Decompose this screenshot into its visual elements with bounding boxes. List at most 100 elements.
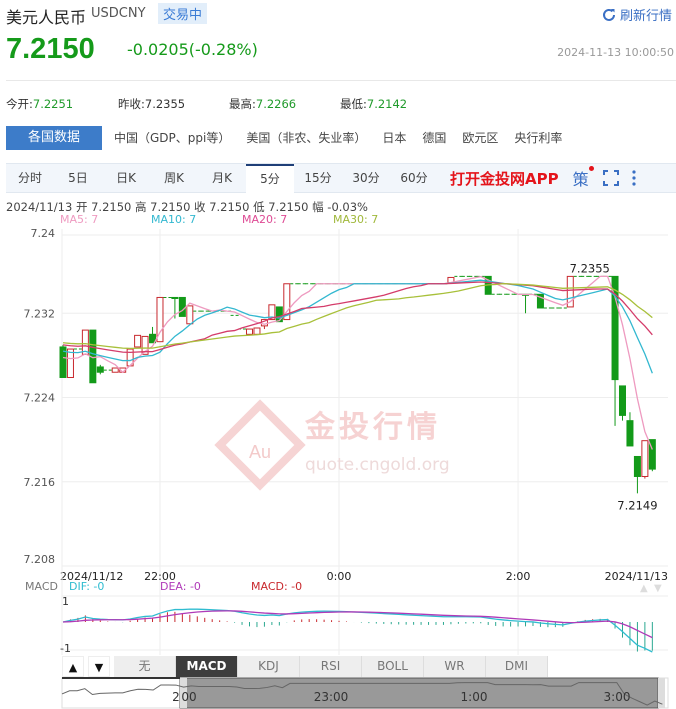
tab-country-data[interactable]: 各国数据 <box>6 126 102 150</box>
more-icon[interactable] <box>631 170 637 186</box>
instrument-name: 美元人民币 <box>6 8 87 27</box>
tab-central-bank-rates[interactable]: 央行利率 <box>514 131 563 145</box>
y-tick-label: 7.232 <box>24 307 56 320</box>
price-annotation: 7.2355 <box>570 261 610 275</box>
candle-up <box>156 296 164 343</box>
fullscreen-icon[interactable] <box>602 170 619 186</box>
tab-germany[interactable]: 德国 <box>422 131 447 145</box>
y-tick-label: 7.224 <box>24 392 56 405</box>
arrow-down-button[interactable]: ▼ <box>88 656 110 677</box>
candle-info: 2024/11/13 开 7.2150 高 7.2150 收 7.2150 低 … <box>6 200 368 214</box>
country-tabs: 各国数据 中国（GDP、ppi等） 美国（非农、失业率） 日本 德国 欧元区 央… <box>6 126 676 150</box>
candle-up <box>566 275 574 308</box>
tab-china[interactable]: 中国（GDP、ppi等） <box>114 131 231 145</box>
tab-weekly-k[interactable]: 周K <box>164 170 184 185</box>
watermark: Au 金投行情 quote.cngold.org <box>214 399 450 491</box>
tab-indicator-kdj[interactable]: KDJ <box>238 656 300 677</box>
tab-indicator-macd[interactable]: MACD <box>176 656 238 677</box>
tab-usa[interactable]: 美国（非农、失业率） <box>246 131 367 145</box>
period-tabs: 分时 5日 日K 周K 月K 5分 15分 30分 60分 打开金投网APP 策 <box>6 163 676 193</box>
candle-down <box>648 439 656 470</box>
refresh-icon <box>603 8 615 21</box>
candle-up <box>246 328 253 335</box>
watermark-url: quote.cngold.org <box>305 455 450 475</box>
candle-down <box>619 385 626 416</box>
navigator-tick: 3:00 <box>604 690 631 704</box>
x-tick-label: 2024/11/12 <box>60 570 123 583</box>
current-price: 7.2150 <box>6 33 95 65</box>
candle-down <box>611 275 619 381</box>
x-tick-label: 2:00 <box>506 570 531 583</box>
tab-60min[interactable]: 60分 <box>400 170 428 185</box>
watermark-logo: Au <box>249 442 271 462</box>
strategy-button[interactable]: 策 <box>572 166 594 190</box>
dea-line <box>62 610 653 639</box>
tab-intraday[interactable]: 分时 <box>17 170 42 185</box>
macd-dea-legend: DEA: -0 <box>160 580 201 593</box>
stat-open: 今开:7.2251 <box>6 97 74 111</box>
ma10-legend: MA10: 7 <box>151 213 197 226</box>
dif-line <box>62 608 653 653</box>
tab-5min[interactable]: 5分 <box>246 163 294 193</box>
candle-down <box>171 296 179 300</box>
stat-high: 最高:7.2266 <box>229 97 297 111</box>
tab-japan[interactable]: 日本 <box>382 131 407 145</box>
candle-up <box>283 283 291 321</box>
x-tick-label: 2024/11/13 <box>605 570 668 583</box>
instrument-symbol: USDCNY <box>91 6 146 21</box>
ma30-legend: MA30: 7 <box>333 213 379 226</box>
divider <box>6 80 676 81</box>
x-tick-label: 0:00 <box>327 570 352 583</box>
candle-up <box>134 334 142 348</box>
refresh-button[interactable]: 刷新行情 <box>602 5 672 24</box>
candle-up <box>66 348 74 378</box>
ma10-line <box>62 279 653 374</box>
navigator-left-handle[interactable] <box>180 678 187 708</box>
y-tick-label: 7.208 <box>24 553 56 566</box>
candle-up <box>141 335 149 355</box>
ma20-line <box>62 281 653 354</box>
navigator-tick: 2 <box>172 690 180 704</box>
status-badge: 交易中 <box>158 3 208 24</box>
price-change: -0.0205(-0.28%) <box>127 40 258 59</box>
tab-15min[interactable]: 15分 <box>304 170 332 185</box>
candle-down <box>178 296 186 317</box>
macd-up-icon: ▲ <box>640 583 648 594</box>
tab-daily-k[interactable]: 日K <box>116 170 136 185</box>
tab-5day[interactable]: 5日 <box>68 170 88 185</box>
tab-indicator-wr[interactable]: WR <box>424 656 486 677</box>
tab-eurozone[interactable]: 欧元区 <box>462 131 499 145</box>
candle-down <box>59 346 67 378</box>
candle-down <box>96 366 104 373</box>
tab-indicator-boll[interactable]: BOLL <box>362 656 424 677</box>
navigator-tick: 23:00 <box>314 690 349 704</box>
ma5-legend: MA5: 7 <box>60 213 99 226</box>
watermark-title: 金投行情 <box>304 410 441 445</box>
macd-value-legend: MACD: -0 <box>251 580 302 593</box>
tab-30min[interactable]: 30分 <box>352 170 380 185</box>
x-tick-label: 22:00 <box>144 570 176 583</box>
tab-indicator-rsi[interactable]: RSI <box>300 656 362 677</box>
navigator-right-handle[interactable] <box>658 678 665 708</box>
y-tick-label: 7.216 <box>24 476 56 489</box>
stat-low: 最低:7.2142 <box>340 97 408 111</box>
candle-up <box>186 305 194 325</box>
candle-down <box>149 333 157 344</box>
candle-down <box>536 293 544 309</box>
candle-down <box>626 420 634 447</box>
y-tick-label: 7.24 <box>31 227 56 240</box>
candle-up <box>268 304 276 321</box>
navigator-tick: 00 <box>181 690 196 704</box>
refresh-label: 刷新行情 <box>619 9 672 24</box>
tab-indicator-dmi[interactable]: DMI <box>486 656 548 677</box>
macd-title: MACD <box>25 580 58 593</box>
macd-dif-legend: DIF: -0 <box>69 580 104 593</box>
price-annotation: 7.2149 <box>617 498 657 512</box>
open-app-link[interactable]: 打开金投网APP <box>450 169 559 188</box>
indicator-tabs: ▲ ▼ 无 MACD KDJ RSI BOLL WR DMI <box>62 656 548 677</box>
strategy-label: 策 <box>572 170 589 189</box>
tab-indicator-none[interactable]: 无 <box>114 656 176 677</box>
tab-monthly-k[interactable]: 月K <box>212 170 232 185</box>
arrow-up-button[interactable]: ▲ <box>62 656 84 677</box>
